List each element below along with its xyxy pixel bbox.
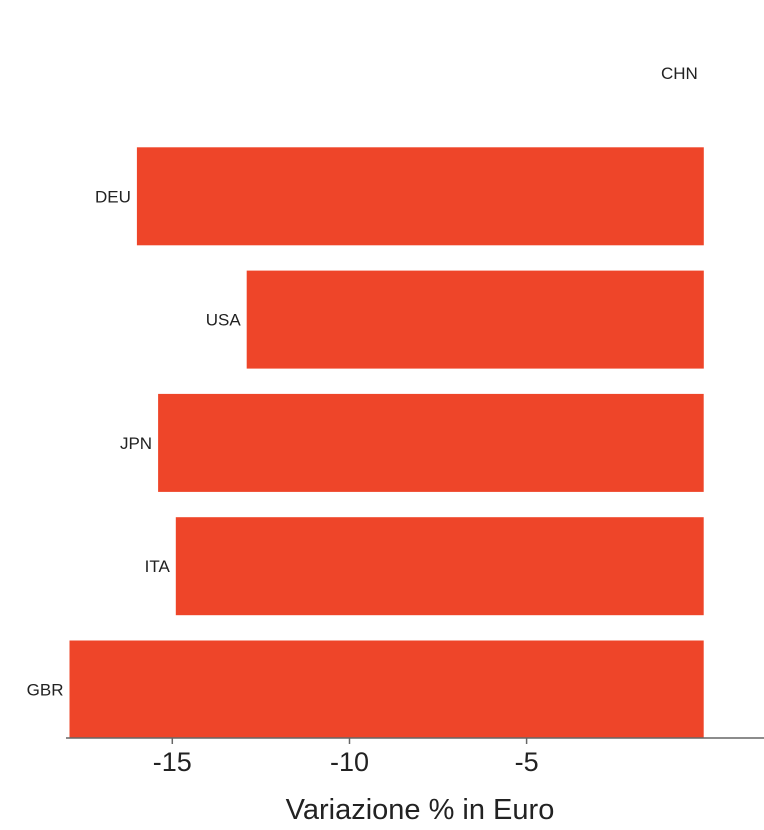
category-label-chn: CHN: [661, 64, 698, 83]
bar-gbr: [69, 640, 704, 739]
bars-group: [69, 147, 704, 739]
category-label-gbr: GBR: [27, 681, 64, 700]
bar-jpn: [158, 393, 704, 492]
x-tick-label: -5: [515, 747, 539, 777]
x-tick-label: -15: [153, 747, 192, 777]
category-label-usa: USA: [206, 311, 242, 330]
category-label-ita: ITA: [145, 557, 171, 576]
category-label-deu: DEU: [95, 187, 131, 206]
x-axis-title: Variazione % in Euro: [286, 794, 555, 826]
x-ticks-group: -15 -10 -5: [153, 738, 539, 777]
category-label-jpn: JPN: [120, 434, 152, 453]
category-labels-group: CHN DEU USA JPN ITA GBR: [27, 64, 698, 700]
x-tick-label: -10: [330, 747, 369, 777]
bar-deu: [136, 147, 704, 246]
bar-ita: [175, 517, 704, 616]
bar-usa: [246, 270, 704, 369]
